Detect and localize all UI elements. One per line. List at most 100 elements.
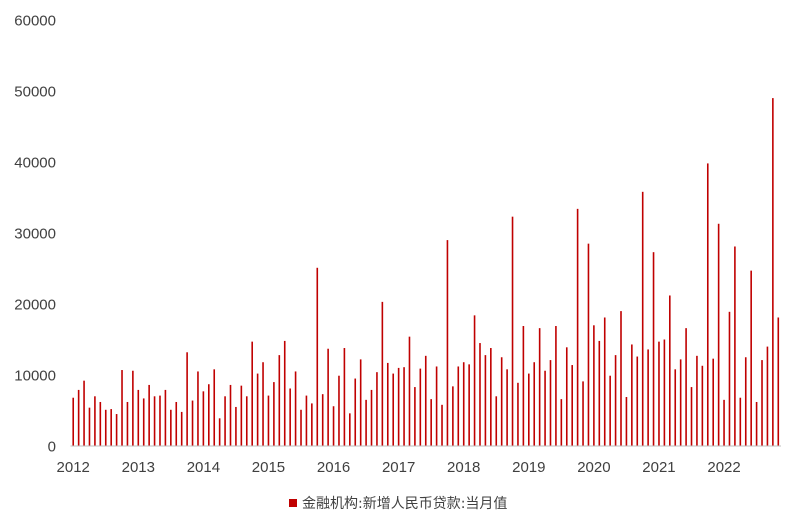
bar (652, 252, 655, 446)
bar (538, 328, 541, 446)
bar (121, 370, 123, 446)
bar (354, 378, 357, 446)
bar (528, 373, 530, 446)
bar (744, 357, 747, 446)
bar (273, 382, 275, 446)
bar (663, 339, 666, 446)
bar (609, 375, 611, 446)
y-tick-label: 0 (48, 439, 56, 456)
bar (490, 348, 492, 446)
legend-swatch (289, 499, 297, 507)
bar (441, 404, 443, 446)
bar (175, 401, 178, 446)
bar (625, 397, 628, 446)
bar (750, 270, 752, 446)
bar (370, 389, 373, 446)
legend-label: 金融机构:新增人民币贷款:当月值 (302, 496, 507, 512)
bar (571, 365, 573, 446)
bar (213, 369, 216, 446)
bar (712, 358, 714, 446)
bar (593, 325, 595, 446)
bar (679, 359, 682, 446)
x-tick-label: 2014 (187, 459, 220, 476)
bar (631, 344, 633, 446)
bar (99, 401, 102, 446)
bar (723, 399, 725, 446)
bar (224, 396, 226, 446)
y-tick-label: 20000 (14, 297, 56, 314)
x-tick-label: 2022 (707, 459, 740, 476)
bar (208, 384, 210, 446)
bar (403, 367, 405, 446)
bar (311, 403, 313, 446)
bar (701, 365, 704, 446)
bar (251, 341, 253, 446)
bar (289, 388, 291, 446)
bar (240, 385, 243, 446)
bar (153, 396, 156, 446)
bar (386, 362, 389, 446)
bar (506, 369, 508, 446)
x-tick-label: 2021 (642, 459, 675, 476)
bar (316, 267, 319, 446)
x-tick-label: 2016 (317, 459, 350, 476)
bar (83, 380, 85, 446)
bar (728, 311, 731, 446)
bar (641, 191, 644, 446)
bar (614, 355, 617, 446)
bar (777, 317, 780, 446)
bar (338, 375, 340, 446)
bar (620, 311, 622, 446)
bar (674, 369, 677, 446)
x-tick-label: 2018 (447, 459, 480, 476)
bar (517, 382, 519, 446)
bar (598, 340, 601, 446)
y-tick-label: 50000 (14, 84, 56, 101)
bar (636, 356, 639, 446)
bar (717, 223, 720, 446)
bar (229, 384, 232, 446)
bar (256, 373, 259, 446)
bar (533, 362, 536, 446)
bar (522, 326, 525, 446)
bar (245, 396, 248, 446)
bar (696, 355, 698, 446)
bar (104, 409, 107, 446)
bar (88, 407, 91, 446)
bar (218, 418, 221, 446)
bar (235, 406, 237, 446)
bar (191, 400, 194, 446)
bar (267, 395, 270, 446)
bar (555, 326, 557, 446)
bar (283, 340, 286, 446)
bar (332, 406, 335, 446)
bar (430, 399, 432, 446)
bar (349, 413, 351, 446)
x-tick-label: 2013 (122, 459, 155, 476)
bar (544, 370, 546, 446)
bar (560, 399, 563, 446)
bar (180, 411, 183, 446)
bar (739, 397, 742, 446)
bar (202, 391, 205, 446)
bar (587, 243, 590, 446)
bar (435, 366, 438, 446)
y-tick-label: 30000 (14, 226, 56, 243)
bar (766, 346, 769, 446)
bar (479, 343, 481, 446)
bar (582, 381, 584, 446)
bar (294, 371, 297, 446)
bar (500, 357, 503, 446)
bar (603, 317, 606, 446)
bar (658, 341, 660, 446)
bar (305, 395, 308, 446)
bar (392, 373, 395, 446)
bar (164, 389, 167, 446)
bar (115, 414, 118, 446)
bar (734, 246, 736, 446)
bar (452, 386, 454, 446)
bar (77, 389, 80, 446)
bar (376, 372, 378, 446)
bar (761, 360, 763, 446)
